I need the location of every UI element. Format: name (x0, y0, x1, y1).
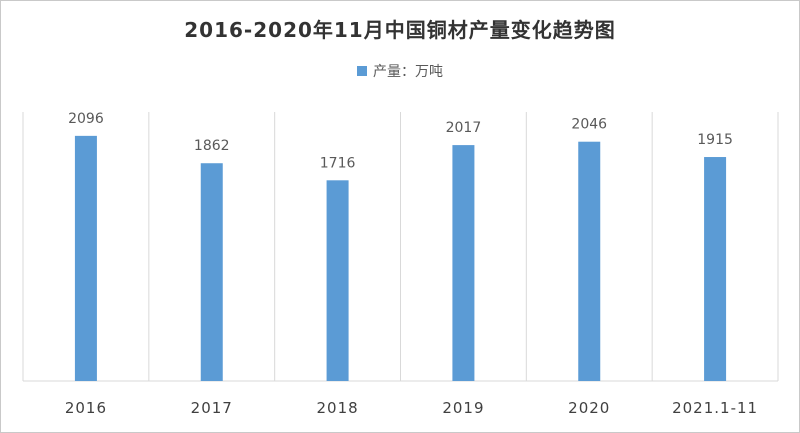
x-tick-label-2021.1-11: 2021.1-11 (672, 399, 758, 417)
x-tick-label-2017: 2017 (191, 399, 233, 417)
bar-2017 (200, 163, 223, 381)
chart-title: 2016-2020年11月中国铜材产量变化趋势图 (184, 18, 616, 42)
legend-label: 产量：万吨 (373, 64, 443, 80)
x-tick-label-2019: 2019 (442, 399, 484, 417)
bar-2016 (74, 135, 97, 381)
data-label-2017: 1862 (194, 138, 230, 154)
bar-2021.1-11 (704, 157, 727, 381)
bar-2019 (452, 145, 475, 381)
data-label-2019: 2017 (446, 120, 482, 136)
data-label-2016: 2096 (68, 111, 104, 127)
data-label-2020: 2046 (571, 117, 607, 133)
data-label-2018: 1716 (320, 155, 356, 171)
x-tick-label-2016: 2016 (65, 399, 107, 417)
x-tick-label-2020: 2020 (568, 399, 610, 417)
legend-swatch (357, 66, 367, 76)
chart-legend: 产量：万吨 (0, 61, 800, 81)
bar-2018 (326, 180, 349, 381)
data-label-2021.1-11: 1915 (697, 132, 733, 148)
x-tick-label-2018: 2018 (316, 399, 358, 417)
bar-2020 (578, 141, 601, 381)
